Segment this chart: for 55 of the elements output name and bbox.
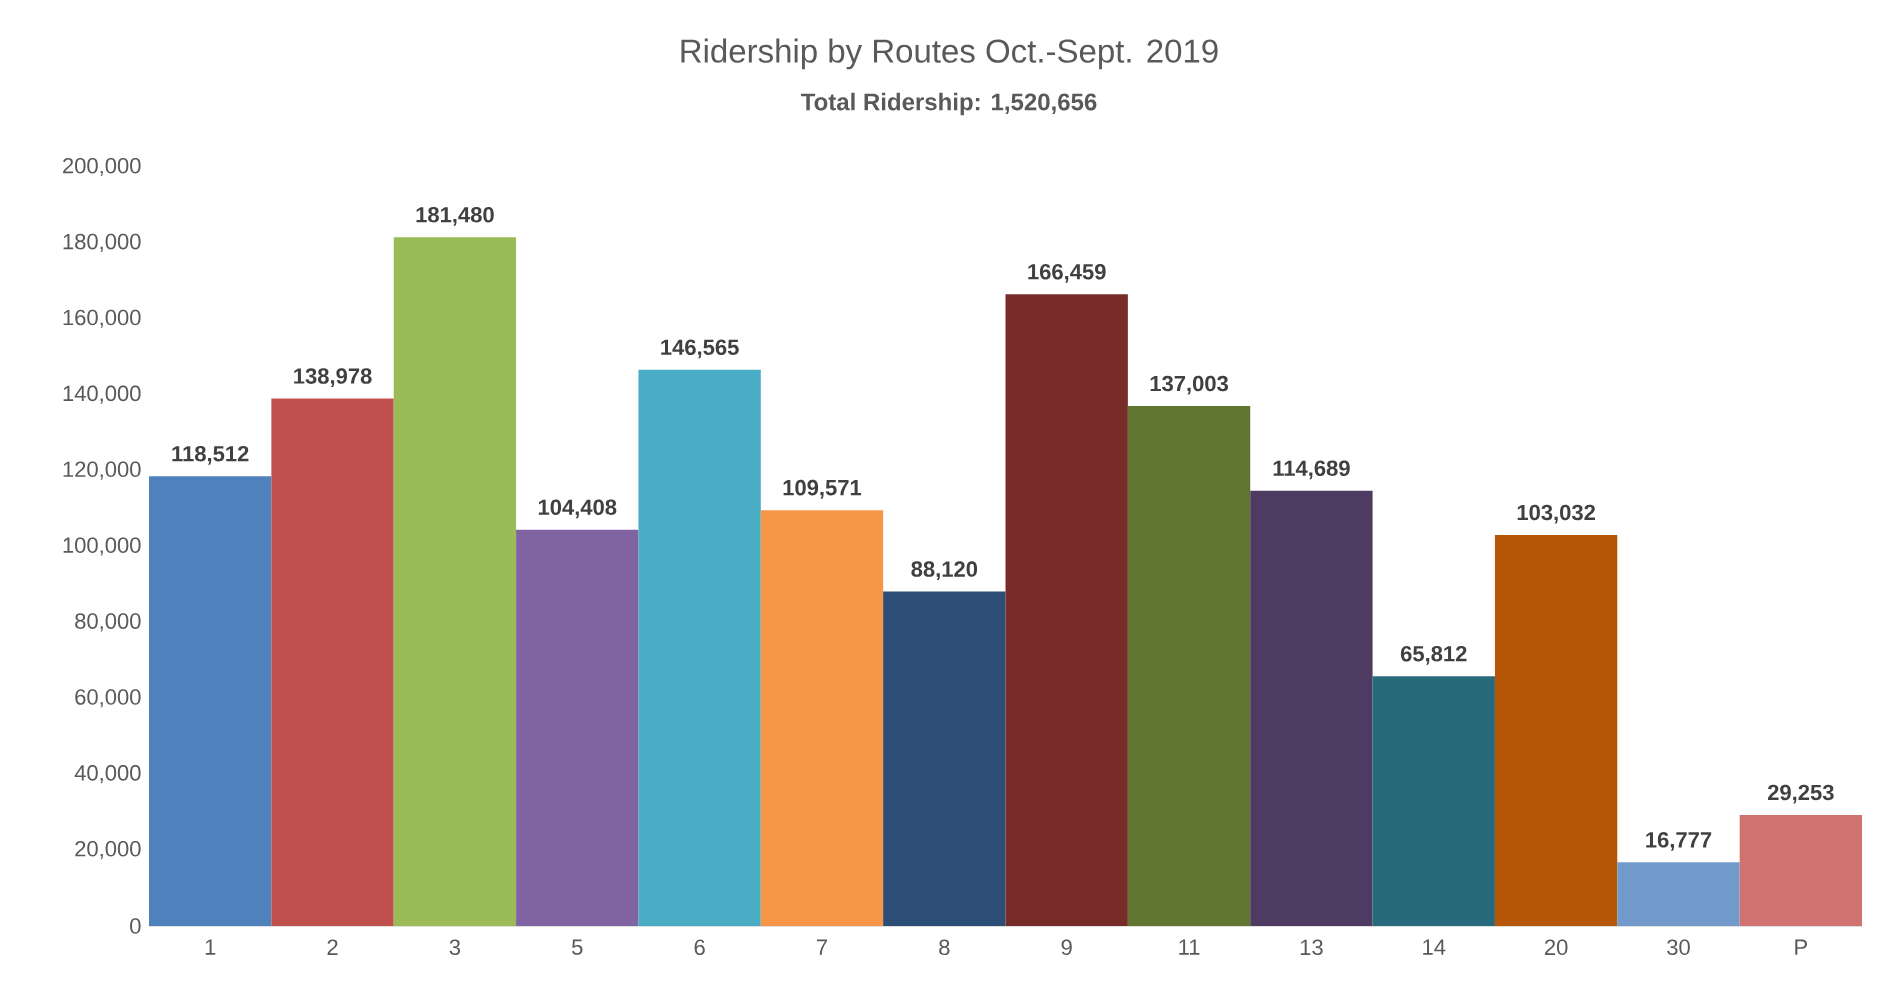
bar [1494, 534, 1618, 926]
y-tick-label: 0 [130, 918, 141, 934]
y-tick-label: 60,000 [75, 689, 141, 708]
y-tick-label: 120,000 [63, 461, 141, 480]
y-tick-label: 100,000 [63, 537, 141, 556]
x-tick-label: 7 [816, 939, 827, 955]
x-tick-label: 13 [1300, 939, 1323, 956]
y-tick-label: 200,000 [63, 157, 141, 177]
data-label: 103,032 [1517, 504, 1595, 524]
x-tick-label: 20 [1545, 939, 1568, 956]
x-tick-label: 9 [1061, 939, 1072, 956]
y-tick-label: 20,000 [75, 840, 141, 860]
y-tick-label: 140,000 [63, 385, 141, 404]
x-tick-label: 11 [1179, 939, 1200, 955]
chart-subtitle: Total Ridership: 1,520,656 [801, 92, 1097, 116]
data-label: 146,565 [661, 339, 739, 359]
data-label: 88,120 [911, 561, 978, 581]
bar [1739, 814, 1863, 926]
y-tick-label: 80,000 [75, 613, 141, 632]
data-label: 166,459 [1028, 263, 1106, 283]
x-tick-label: 1 [205, 939, 216, 955]
bar [149, 476, 272, 926]
bar [1617, 862, 1740, 926]
y-tick-label: 160,000 [63, 309, 141, 328]
data-label: 137,003 [1150, 375, 1229, 395]
data-label: 114,689 [1273, 460, 1350, 480]
bar [1005, 294, 1128, 926]
x-tick-label: 2 [327, 939, 338, 955]
data-label: 118,512 [172, 445, 249, 465]
bar [883, 591, 1006, 926]
data-label: 138,978 [294, 368, 372, 388]
bar [271, 398, 394, 926]
data-label: 29,253 [1767, 784, 1834, 804]
bar [1250, 490, 1373, 926]
x-tick-label: 14 [1423, 939, 1446, 955]
chart-title: Ridership by Routes Oct.-Sept. 2019 [681, 38, 1218, 70]
x-tick-label: 30 [1667, 939, 1690, 956]
x-tick-label: 5 [572, 939, 583, 955]
x-tick-label: 8 [939, 939, 950, 956]
data-label: 65,812 [1400, 645, 1467, 665]
data-label: 104,408 [538, 499, 617, 519]
bar [760, 510, 884, 926]
bar [638, 369, 761, 926]
y-tick-label: 40,000 [74, 765, 141, 784]
bar [393, 237, 517, 926]
x-tick-label: 6 [694, 939, 705, 956]
bar [1372, 676, 1495, 926]
x-tick-label: 3 [449, 939, 461, 956]
bar [516, 529, 639, 926]
data-label: 16,777 [1646, 832, 1712, 851]
x-tick-label: P [1795, 939, 1808, 955]
bar [1127, 406, 1251, 926]
y-tick-label: 180,000 [63, 233, 141, 252]
data-label: 181,480 [416, 206, 494, 226]
data-label: 109,571 [783, 479, 862, 499]
